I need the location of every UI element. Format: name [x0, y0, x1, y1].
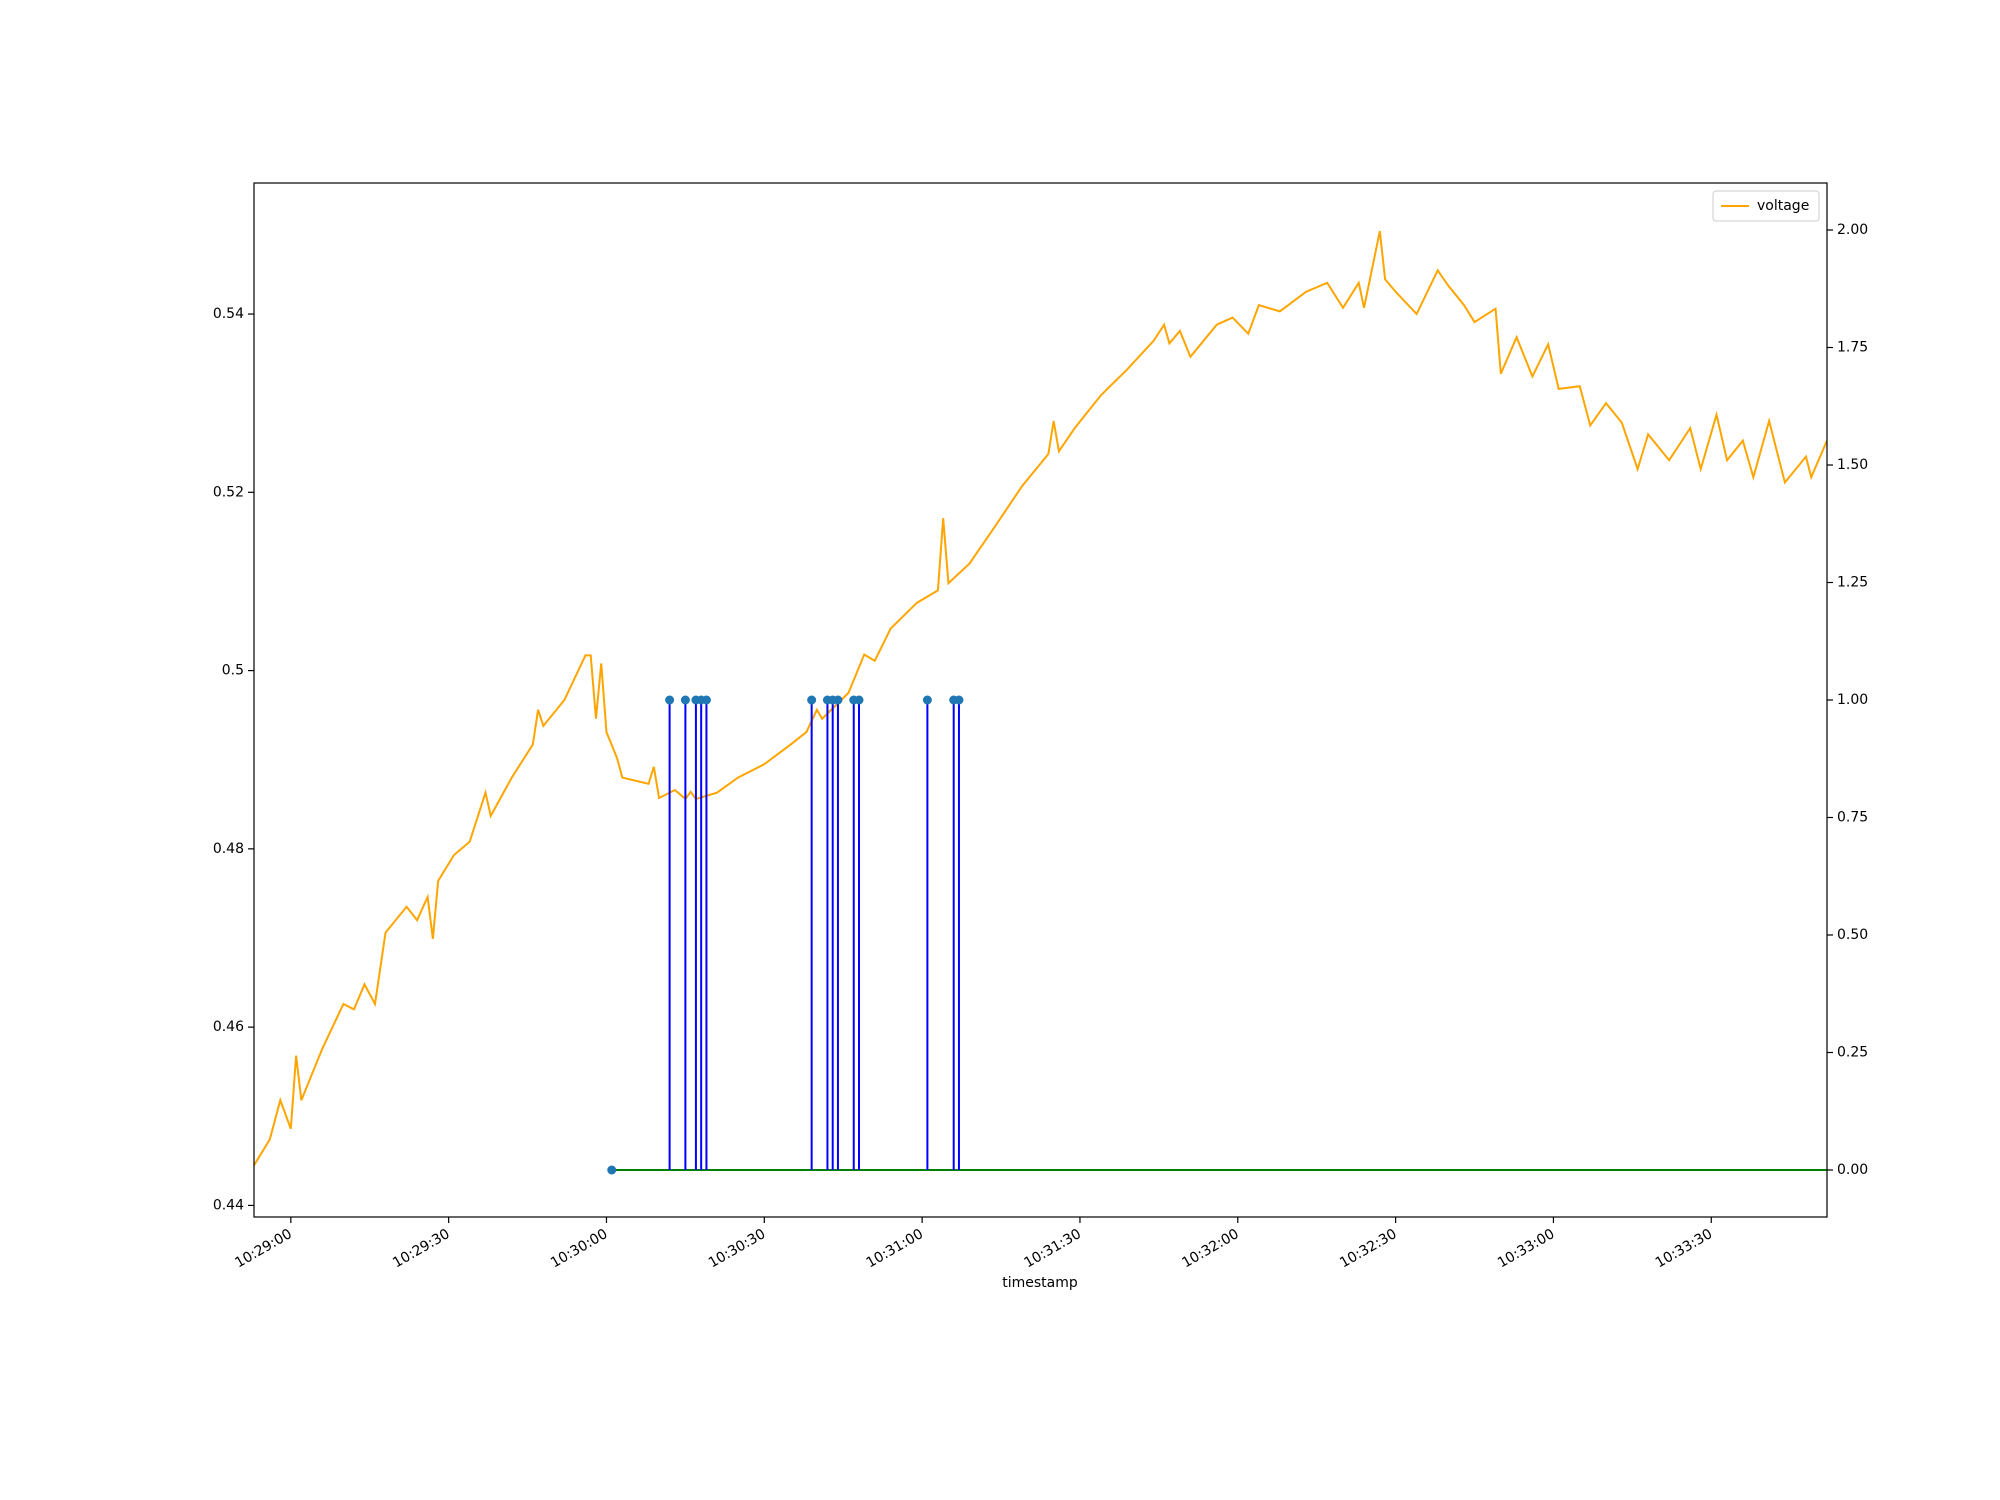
y2-tick-label: 0.50 [1837, 927, 1868, 943]
stem-marker [854, 695, 864, 705]
y2-tick-label: 2.00 [1837, 222, 1868, 238]
y-tick-label: 0.44 [213, 1197, 244, 1213]
y2-tick-label: 1.50 [1837, 457, 1868, 473]
y-tick-label: 0.46 [213, 1019, 244, 1035]
y2-tick-label: 0.00 [1837, 1162, 1868, 1178]
stem-marker [680, 695, 690, 705]
plot-area [254, 230, 1827, 1175]
stem-marker [833, 695, 843, 705]
stem-marker [954, 695, 964, 705]
y2-tick-label: 0.75 [1837, 810, 1868, 826]
y-tick-label: 0.5 [222, 663, 244, 679]
y2-tick-label: 0.25 [1837, 1045, 1868, 1061]
legend-box [1712, 190, 1820, 222]
stem-marker [701, 695, 711, 705]
y-tick-label: 0.54 [213, 306, 244, 322]
y2-tick-label: 1.75 [1837, 340, 1868, 356]
y2-tick-label: 1.25 [1837, 575, 1868, 591]
y-tick-label: 0.52 [213, 484, 244, 500]
stem-marker [607, 1165, 617, 1175]
x-axis-label: timestamp [1002, 1275, 1078, 1291]
stem-marker [807, 695, 817, 705]
legend-label: voltage [1757, 198, 1809, 214]
axes-frame [253, 182, 1828, 1218]
y2-tick-label: 1.00 [1837, 692, 1868, 708]
stem-marker [922, 695, 932, 705]
stem-marker [665, 695, 675, 705]
y-tick-label: 0.48 [213, 841, 244, 857]
voltage-line [254, 230, 1827, 1166]
